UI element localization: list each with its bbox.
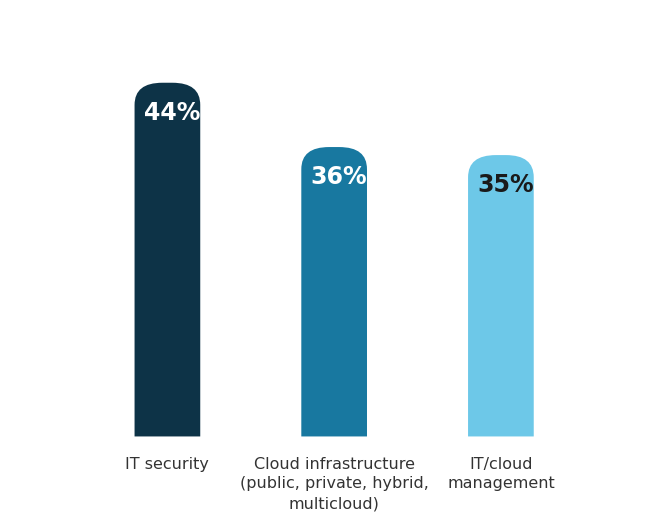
PathPatch shape <box>301 147 367 436</box>
Text: 35%: 35% <box>477 173 534 197</box>
Text: 36%: 36% <box>310 165 367 189</box>
Text: Cloud infrastructure
(public, private, hybrid,
multicloud): Cloud infrastructure (public, private, h… <box>240 457 428 511</box>
PathPatch shape <box>468 155 534 436</box>
PathPatch shape <box>134 83 200 436</box>
Text: IT/cloud
management: IT/cloud management <box>447 457 555 491</box>
Text: IT security: IT security <box>125 457 209 471</box>
Text: 44%: 44% <box>143 101 200 125</box>
